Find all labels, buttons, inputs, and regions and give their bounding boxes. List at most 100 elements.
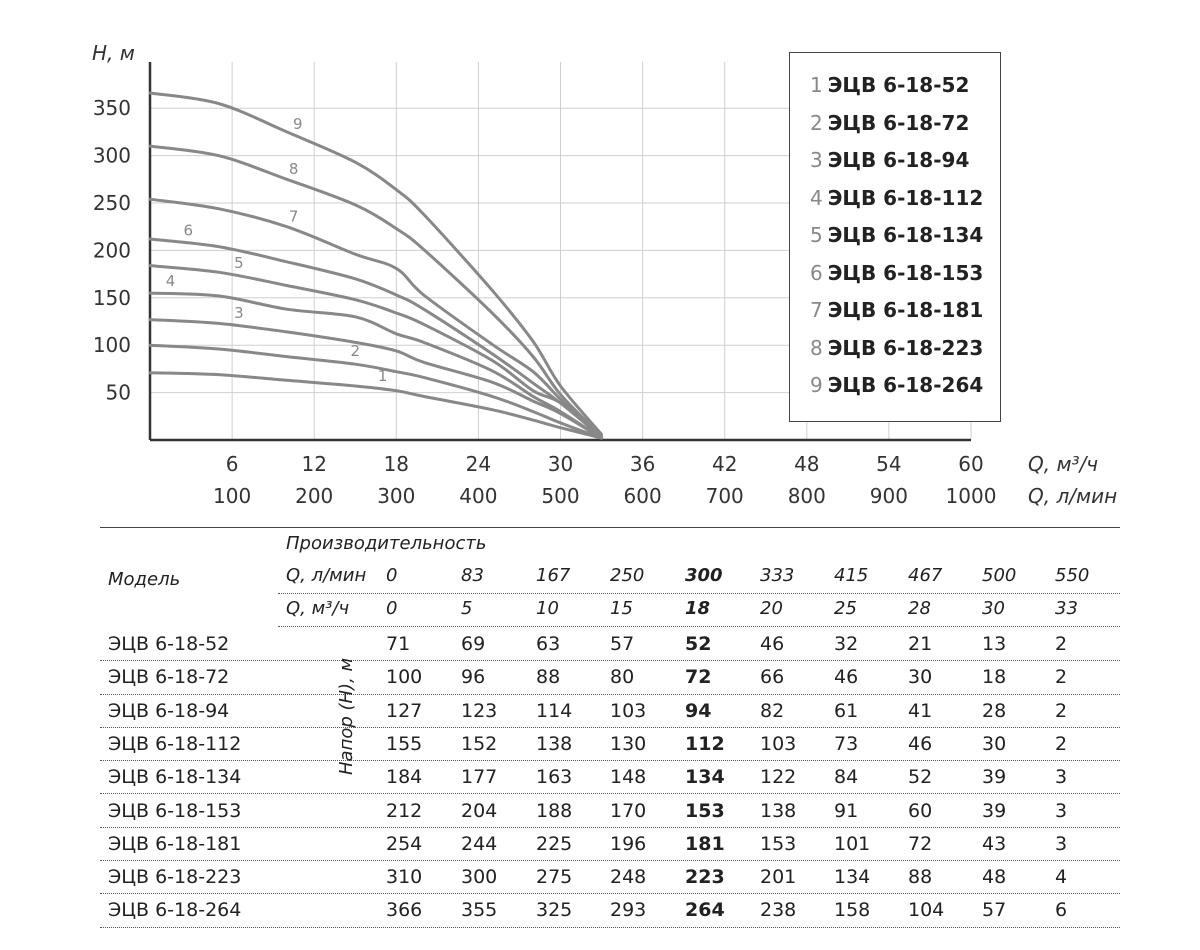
x-tick-label: 54	[876, 452, 901, 476]
series-number-label-9: 9	[293, 115, 303, 133]
series-number-label-5: 5	[234, 254, 244, 272]
head-value-cell: 212	[386, 799, 423, 822]
model-name-cell: ЭЦВ 6-18-52	[108, 633, 230, 655]
x-tick-label: 18	[384, 452, 409, 476]
head-value-cell: 3	[1055, 766, 1068, 789]
head-value-cell: 96	[461, 666, 486, 689]
head-value-cell: 103	[760, 732, 797, 755]
flow-m3h-cell: 28	[908, 598, 931, 619]
legend-item-name: ЭЦВ 6-18-52	[827, 73, 970, 97]
y-tick-label: 300	[93, 144, 131, 168]
head-value-cell: 127	[386, 699, 423, 722]
x-tick-label-secondary: 700	[706, 484, 744, 508]
legend-item: 9 ЭЦВ 6-18-264	[810, 367, 1000, 405]
x-tick-label-secondary: 300	[377, 484, 415, 508]
flow-m3h-cell: 20	[760, 598, 783, 619]
head-value-cell: 170	[610, 799, 647, 822]
x-tick-label: 30	[548, 452, 573, 476]
head-value-cell: 223	[685, 866, 725, 889]
table-row: ЭЦВ 6-18-94 127 123 114 103 94 82 61 41 28 2	[100, 695, 1120, 728]
head-value-cell: 300	[461, 866, 498, 889]
head-value-cell: 201	[760, 866, 797, 889]
legend-item-name: ЭЦВ 6-18-264	[827, 373, 984, 397]
series-number-label-6: 6	[184, 221, 194, 239]
head-value-cell: 104	[908, 899, 945, 922]
head-value-cell: 6	[1055, 899, 1068, 922]
head-value-cell: 196	[610, 832, 647, 855]
table-row: ЭЦВ 6-18-153 212 204 188 170 153 138 91 60 39 3	[100, 795, 1120, 828]
legend-item-name: ЭЦВ 6-18-181	[827, 298, 984, 322]
y-tick-label: 250	[93, 191, 131, 215]
x-tick-label-secondary: 100	[213, 484, 251, 508]
head-value-cell: 46	[760, 633, 785, 655]
head-value-cell: 2	[1055, 666, 1068, 689]
head-value-cell: 71	[386, 633, 411, 655]
head-value-cell: 366	[386, 899, 423, 922]
series-number-label-4: 4	[166, 272, 176, 290]
model-name-cell: ЭЦВ 6-18-112	[108, 732, 242, 755]
head-value-cell: 188	[536, 799, 573, 822]
head-value-cell: 84	[834, 766, 859, 789]
head-value-cell: 264	[685, 899, 725, 922]
head-value-cell: 2	[1055, 633, 1068, 655]
head-value-cell: 94	[685, 699, 712, 722]
legend-item: 8 ЭЦВ 6-18-223	[810, 330, 1000, 368]
legend-item: 5 ЭЦВ 6-18-134	[810, 217, 1000, 255]
head-value-cell: 61	[834, 699, 859, 722]
y-axis-label: H, м	[92, 41, 135, 65]
flow-m3h-label: Q, м³/ч	[286, 598, 350, 619]
head-value-cell: 88	[908, 866, 933, 889]
head-value-cell: 355	[461, 899, 498, 922]
x-tick-label: 24	[466, 452, 491, 476]
head-value-cell: 184	[386, 766, 423, 789]
flow-lpm-cell: 0	[386, 565, 398, 586]
head-value-cell: 21	[908, 633, 933, 655]
legend-item-number: 8	[810, 335, 823, 360]
head-value-cell: 225	[536, 832, 573, 855]
head-value-cell: 3	[1055, 799, 1068, 822]
flow-lpm-cell: 167	[536, 565, 571, 586]
model-name-cell: ЭЦВ 6-18-134	[108, 766, 242, 789]
head-value-cell: 293	[610, 899, 647, 922]
chart-axes	[148, 62, 971, 442]
head-value-cell: 32	[834, 633, 859, 655]
head-value-cell: 155	[386, 732, 423, 755]
head-value-cell: 103	[610, 699, 647, 722]
series-line-5	[148, 264, 603, 439]
table-row: ЭЦВ 6-18-52 71 69 63 57 52 46 32 21 13 2	[100, 628, 1120, 662]
head-value-cell: 39	[982, 766, 1007, 789]
head-value-cell: 254	[386, 832, 423, 855]
table-row: ЭЦВ 6-18-72 100 96 88 80 72 66 46 30 18 2	[100, 661, 1120, 695]
x-tick-label: 6	[226, 452, 239, 476]
legend-item: 1 ЭЦВ 6-18-52	[810, 67, 1000, 105]
head-value-cell: 52	[908, 766, 933, 789]
head-value-cell: 138	[536, 732, 573, 755]
flow-lpm-cell: 467	[908, 565, 943, 586]
head-value-cell: 177	[461, 766, 498, 789]
legend-item-number: 4	[810, 185, 823, 210]
head-value-cell: 80	[610, 666, 635, 689]
model-name-cell: ЭЦВ 6-18-264	[108, 899, 242, 922]
series-line-3	[148, 318, 603, 440]
chart-legend: 1 ЭЦВ 6-18-52 2 ЭЦВ 6-18-72 3 ЭЦВ 6-18-94 4 ЭЦВ…	[789, 52, 1001, 422]
head-value-cell: 57	[610, 633, 635, 655]
series-number-label-1: 1	[378, 367, 388, 385]
flow-lpm-cell: 500	[982, 565, 1017, 586]
head-value-cell: 153	[760, 832, 797, 855]
head-value-cell: 163	[536, 766, 573, 789]
head-value-cell: 148	[610, 766, 647, 789]
flow-lpm-cell: 333	[760, 565, 795, 586]
head-value-cell: 28	[982, 699, 1007, 722]
model-column-header: Модель	[108, 569, 181, 590]
head-value-cell: 30	[982, 732, 1007, 755]
series-number-label-3: 3	[234, 304, 244, 322]
chart-curve-labels: 12 3 4 5 6 7 8 9	[166, 115, 388, 385]
head-value-cell: 181	[685, 832, 725, 855]
flow-lpm-cell: 550	[1055, 565, 1090, 586]
head-value-cell: 101	[834, 832, 871, 855]
x-tick-label: 42	[712, 452, 737, 476]
head-value-cell: 275	[536, 866, 573, 889]
table-row: ЭЦВ 6-18-134 184 177 163 148 134 122 84 52 39 3	[100, 761, 1120, 795]
head-value-cell: 310	[386, 866, 423, 889]
